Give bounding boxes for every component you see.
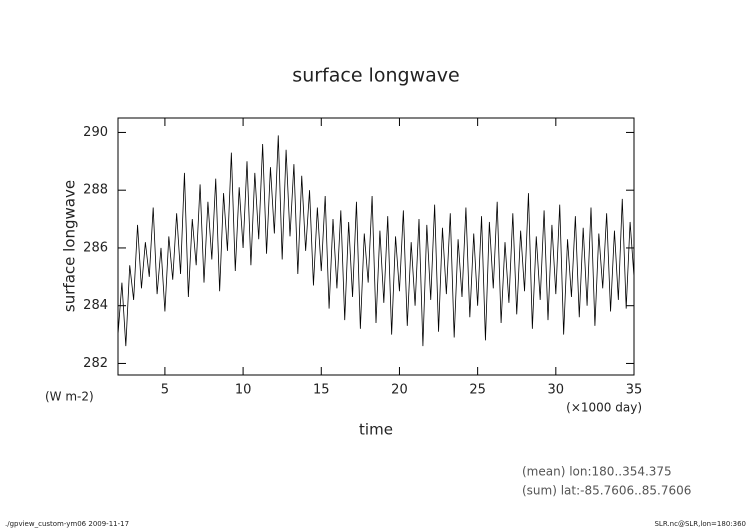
y-tick-label: 286 — [83, 240, 108, 255]
x-tick-label: 35 — [626, 383, 643, 398]
y-tick-label: 284 — [83, 298, 108, 313]
annotation: (sum) lat:-85.7606..85.7606 — [522, 484, 691, 498]
y-tick-label: 288 — [83, 183, 108, 198]
y-tick-label: 290 — [83, 125, 108, 140]
footer: ./gpview_custom-ym06 2009-11-17 — [5, 520, 129, 528]
x-tick-label: 5 — [161, 383, 169, 398]
data-line — [117, 135, 635, 347]
x-tick-label: 20 — [391, 383, 408, 398]
x-axis-label: time — [359, 421, 393, 439]
chart-title: surface longwave — [292, 65, 459, 87]
x-tick-label: 10 — [235, 383, 252, 398]
plot-frame — [117, 117, 635, 376]
y-axis-label: surface longwave — [61, 180, 79, 312]
x-tick-label: 25 — [469, 383, 486, 398]
annotation: (mean) lon:180..354.375 — [522, 465, 672, 479]
y-tick-label: 282 — [83, 356, 108, 371]
footer: SLR.nc@SLR,lon=180:360 — [654, 520, 746, 528]
x-tick-label: 15 — [313, 383, 330, 398]
x-tick-label: 30 — [548, 383, 565, 398]
x-axis-unit: (×1000 day) — [566, 401, 642, 415]
y-axis-unit: (W m-2) — [45, 390, 94, 404]
